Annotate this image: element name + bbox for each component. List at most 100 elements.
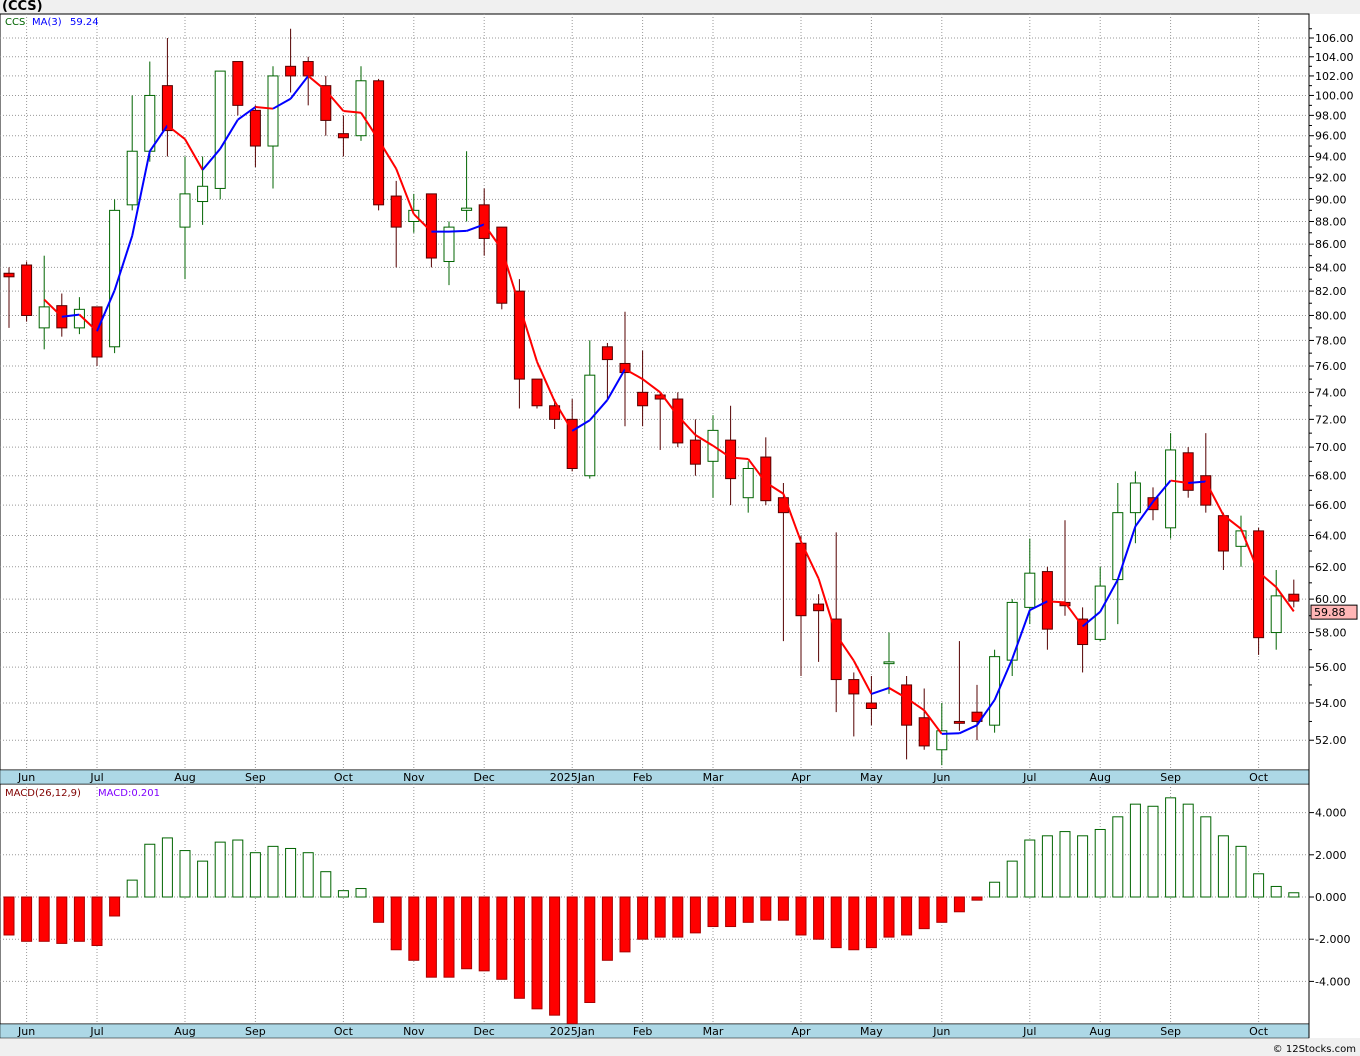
ma-line-segment xyxy=(571,419,591,432)
macd-bar xyxy=(21,896,33,942)
candle-down xyxy=(302,61,314,77)
macd-bar xyxy=(373,896,385,923)
macd-bar xyxy=(936,896,948,923)
candle-down xyxy=(232,61,244,106)
price-tick-label: 86.00 xyxy=(1315,238,1347,251)
macd-bar xyxy=(1253,873,1265,898)
ma-line-segment xyxy=(483,223,503,250)
ma-line-segment xyxy=(782,493,802,543)
macd-tick-label: 4.000 xyxy=(1315,807,1347,820)
macd-bar xyxy=(1288,892,1300,898)
macd-bar xyxy=(144,843,156,898)
ma-line-segment xyxy=(307,75,327,92)
month-label: Sep xyxy=(245,1025,266,1038)
ma-line-segment xyxy=(518,304,538,363)
chart-title: (CCS) xyxy=(2,0,43,14)
ma-line-segment xyxy=(500,248,521,306)
macd-bar xyxy=(1270,885,1282,898)
macd-bar xyxy=(1200,816,1212,898)
ma-line-segment xyxy=(606,368,626,401)
macd-bar xyxy=(672,896,684,938)
price-tick-label: 74.00 xyxy=(1315,386,1347,399)
ma-line-segment xyxy=(817,578,838,636)
month-label: Sep xyxy=(1160,1025,1181,1038)
ma-line-segment xyxy=(1240,528,1260,573)
macd-bar xyxy=(1006,860,1018,898)
ma-line-segment xyxy=(1275,586,1295,612)
month-label: Apr xyxy=(791,771,811,784)
last-price-box xyxy=(1310,604,1358,620)
macd-bar xyxy=(73,896,85,942)
candle-down xyxy=(496,226,508,304)
ma-line-segment xyxy=(694,434,714,447)
macd-bar xyxy=(337,890,349,898)
ma-line-segment xyxy=(1047,600,1066,604)
month-label: Aug xyxy=(1089,1025,1110,1038)
macd-bar xyxy=(848,896,860,951)
month-label: Dec xyxy=(474,1025,495,1038)
month-label: Oct xyxy=(1249,771,1269,784)
month-label: Jun xyxy=(17,771,35,784)
macd-bar xyxy=(1235,845,1247,898)
macd-bar xyxy=(883,896,895,938)
candle-up xyxy=(267,75,279,147)
legend-ma-label: MA(3) xyxy=(32,17,62,28)
ma-line-segment xyxy=(377,139,398,170)
price-tick-label: 70.00 xyxy=(1315,441,1347,454)
macd-bar xyxy=(161,837,173,898)
copyright-footer: © 12Stocks.com xyxy=(1272,1044,1356,1055)
price-tick-label: 78.00 xyxy=(1315,334,1347,347)
candle-down xyxy=(478,204,490,239)
macd-bar xyxy=(408,896,420,961)
macd-bar xyxy=(637,896,649,940)
macd-bar xyxy=(1094,828,1106,898)
macd-bar xyxy=(461,896,473,970)
candle-up xyxy=(179,193,191,228)
price-tick-label: 98.00 xyxy=(1315,109,1347,122)
macd-bar xyxy=(390,896,402,951)
macd-bar xyxy=(355,888,367,898)
price-tick-label: 102.00 xyxy=(1315,70,1354,83)
month-label: Aug xyxy=(174,1025,195,1038)
macd-bar xyxy=(971,896,983,901)
macd-bar xyxy=(267,845,279,898)
macd-tick-label: -4.000 xyxy=(1315,975,1350,988)
candle-down xyxy=(795,542,807,617)
candle-down xyxy=(91,306,103,358)
month-label: Aug xyxy=(174,771,195,784)
candle-down xyxy=(953,720,965,724)
candle-down xyxy=(601,346,613,361)
ma-line-segment xyxy=(641,378,661,394)
macd-bar xyxy=(496,896,508,980)
ma-line-segment xyxy=(360,112,380,141)
macd-bar xyxy=(989,881,1001,898)
candle-down xyxy=(549,405,561,420)
ma-line-segment xyxy=(1029,600,1048,612)
ma-line-segment xyxy=(1011,609,1031,660)
month-label: Jun xyxy=(17,1025,35,1038)
candle-down xyxy=(390,195,402,228)
price-tick-label: 60.00 xyxy=(1315,593,1347,606)
macd-bar xyxy=(91,896,103,947)
candle-down xyxy=(373,80,385,206)
candle-up xyxy=(461,207,473,211)
macd-bar xyxy=(1182,803,1194,898)
price-tick-label: 96.00 xyxy=(1315,130,1347,143)
ma-line-segment xyxy=(958,724,978,735)
ma-line-segment xyxy=(1222,514,1242,530)
candle-up xyxy=(1270,595,1282,634)
ma-line-segment xyxy=(61,313,80,318)
ma-line-segment xyxy=(343,110,362,114)
macd-bar xyxy=(549,896,561,1016)
ma-line-segment xyxy=(466,223,485,232)
last-price-label: 59.88 xyxy=(1314,606,1346,619)
macd-bar xyxy=(1147,805,1159,898)
price-tick-label: 104.00 xyxy=(1315,51,1354,64)
ma-line-segment xyxy=(1204,481,1225,516)
candle-down xyxy=(513,290,525,380)
candle-down xyxy=(1288,593,1300,602)
candle-up xyxy=(144,94,156,152)
candle-down xyxy=(1077,618,1089,646)
macd-bar xyxy=(654,896,666,938)
